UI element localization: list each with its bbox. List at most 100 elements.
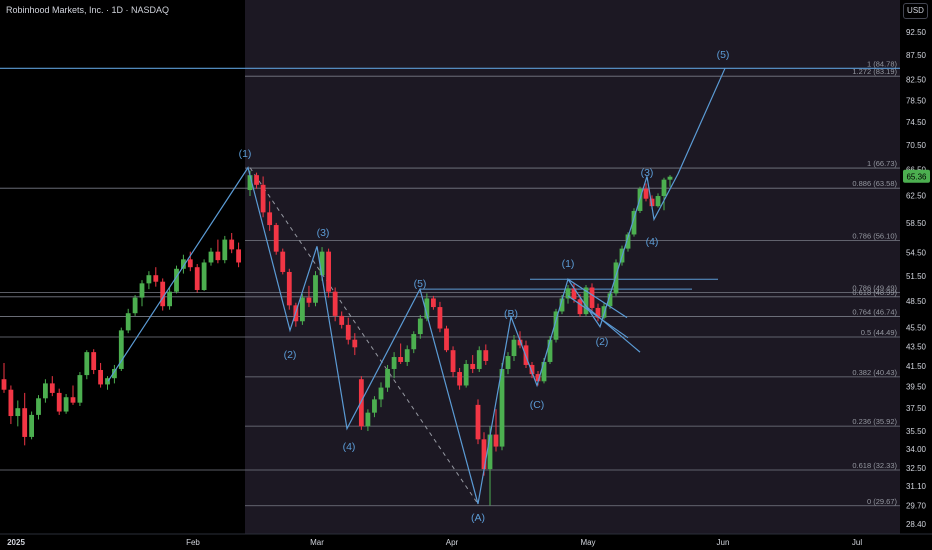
y-tick-label: 82.50 [906, 76, 927, 85]
candle-body [649, 198, 655, 207]
candle-body [267, 212, 273, 226]
candle-body [411, 334, 417, 350]
candle-body [194, 267, 200, 290]
candle-body [444, 328, 449, 351]
y-tick-label: 78.50 [906, 96, 927, 105]
candle-body [511, 339, 517, 357]
fib-label: 0.786 (49.49) [852, 284, 897, 293]
candle-body [559, 298, 565, 312]
candle-body [201, 262, 207, 290]
candle-body [229, 239, 235, 250]
y-tick-label: 92.50 [906, 28, 927, 37]
fib-label: 0.382 (40.43) [852, 368, 897, 377]
fib-label: 1 (84.78) [867, 59, 898, 68]
x-tick-label: Jun [717, 538, 730, 547]
candle-body [470, 363, 476, 369]
candle-body [385, 368, 390, 388]
wave-label: (5) [414, 278, 427, 290]
candle-body [595, 307, 601, 318]
candle-body [306, 297, 312, 303]
time-axis[interactable]: 2025 Feb Mar Apr May Jun Jul [0, 533, 932, 547]
fib-label: 1.272 (83.19) [852, 67, 897, 76]
y-tick-label: 62.50 [906, 191, 927, 200]
candle-body [643, 188, 649, 199]
trend-dashed [249, 167, 479, 505]
elliott-waves [107, 68, 726, 505]
wave-line [567, 278, 628, 319]
wave-label: (2) [596, 336, 609, 348]
fib-label: 1 (66.73) [867, 159, 898, 168]
y-tick-label: 39.50 [906, 383, 927, 392]
candle-body [505, 356, 511, 369]
candle-body [125, 313, 131, 331]
candle-body [667, 176, 673, 180]
y-tick-label: 29.70 [906, 501, 927, 510]
y-tick-label: 70.50 [906, 141, 927, 150]
y-tick-label: 32.50 [906, 464, 927, 473]
candle-body [222, 239, 228, 261]
wave-label: (1) [562, 258, 575, 270]
candle-body [463, 363, 469, 386]
candle-body [483, 350, 489, 361]
candle-body [300, 297, 305, 322]
last-price-badge [903, 169, 930, 183]
y-tick-label: 37.50 [906, 404, 927, 413]
candle-body [547, 339, 553, 362]
candle-body [139, 283, 145, 298]
candle-body [56, 392, 62, 412]
fib-label: 0.764 (46.74) [852, 307, 897, 316]
candle-body [273, 225, 279, 252]
last-price-label: 65.36 [906, 173, 927, 182]
x-tick-label: 2025 [7, 538, 25, 547]
fib-label: 0.236 (35.92) [852, 417, 897, 426]
wave-label: (2) [284, 349, 297, 361]
chart-title: Robinhood Markets, Inc. · 1D · NASDAQ [6, 5, 170, 15]
candle-body [476, 350, 482, 369]
candle-body [339, 315, 345, 325]
candle-body [398, 357, 404, 362]
candle-body [215, 251, 221, 261]
candle-body [29, 414, 34, 437]
candle-body [655, 196, 661, 207]
y-tick-label: 74.50 [906, 118, 927, 127]
candle-body [345, 324, 351, 340]
candle-body [583, 287, 589, 315]
candle-body [187, 259, 193, 268]
candle-body [487, 434, 493, 470]
x-tick-label: Apr [446, 538, 459, 547]
candle-body [457, 372, 462, 386]
candle-body [313, 275, 318, 303]
price-axis[interactable]: 92.5087.5082.5078.5074.5070.5066.5062.50… [903, 28, 930, 529]
candle-body [437, 307, 443, 329]
candle-body [424, 298, 430, 319]
candle-body [84, 352, 90, 376]
fib-label: 0.5 (44.49) [861, 328, 898, 337]
wave-label: (1) [239, 148, 252, 160]
candle-body [481, 439, 487, 470]
candle-body [631, 210, 637, 235]
candle-body [529, 364, 535, 375]
candle-body [571, 288, 577, 300]
candle-body [499, 368, 505, 447]
y-tick-label: 87.50 [906, 51, 927, 60]
fib-label: 0.786 (56.10) [852, 231, 897, 240]
wave-label: (B) [504, 308, 518, 320]
candle-body [391, 357, 397, 369]
candle-body [475, 404, 481, 440]
candle-body [352, 339, 358, 348]
candle-body [378, 387, 384, 400]
candle-body [493, 434, 499, 447]
currency-button[interactable]: USD [903, 3, 928, 19]
y-tick-label: 54.50 [906, 248, 927, 257]
candle-body [8, 389, 14, 417]
y-tick-label: 34.00 [906, 445, 927, 454]
y-tick-label: 45.50 [906, 324, 927, 333]
candle-body [404, 349, 410, 362]
candle-body [112, 368, 117, 379]
candle-body [450, 350, 456, 373]
wave-label: (4) [343, 441, 356, 453]
candle-body [153, 275, 159, 282]
candle-body [535, 374, 541, 382]
dashed-trend-line [249, 167, 479, 505]
